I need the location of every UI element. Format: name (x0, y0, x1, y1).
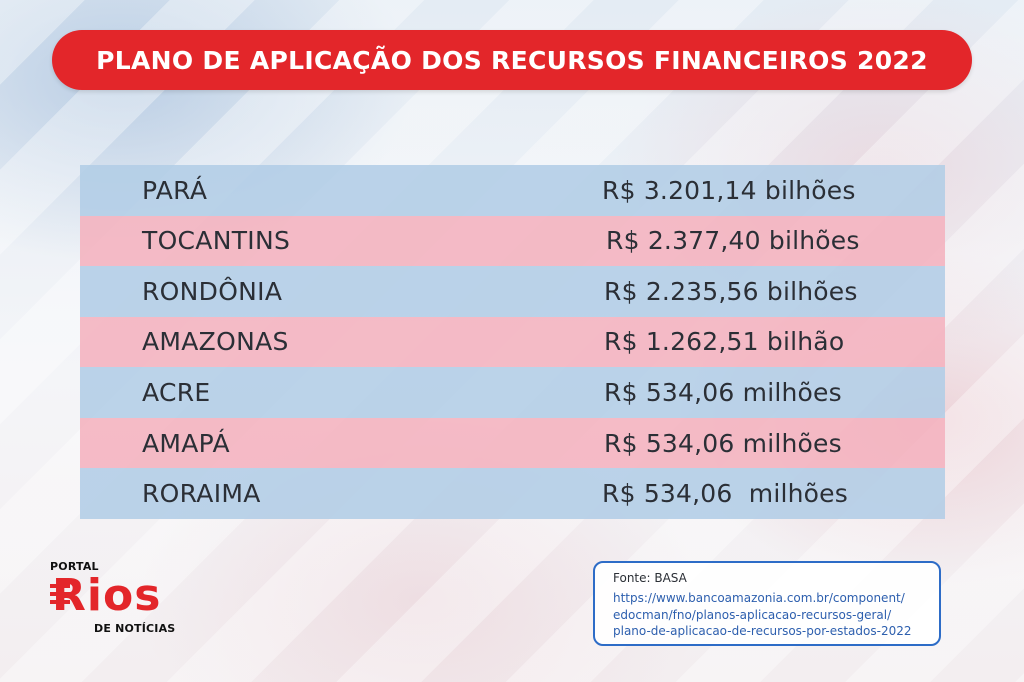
logo-portal-text: PORTAL (50, 560, 99, 573)
state-value: R$ 2.377,40 bilhões (606, 226, 860, 256)
portal-rios-logo: PORTAL Rios DE NOTÍCIAS (50, 560, 200, 655)
state-name: AMAZONAS (142, 327, 289, 357)
title-banner: PLANO DE APLICAÇÃO DOS RECURSOS FINANCEI… (52, 30, 972, 90)
table-row: RORAIMA R$ 534,06 milhões (80, 468, 945, 519)
state-value: R$ 534,06 milhões (602, 479, 848, 509)
states-table: PARÁ R$ 3.201,14 bilhões TOCANTINS R$ 2.… (80, 165, 945, 519)
state-name: TOCANTINS (142, 226, 291, 256)
state-value: R$ 3.201,14 bilhões (602, 175, 856, 205)
logo-noticias-text: DE NOTÍCIAS (94, 622, 176, 635)
state-name: PARÁ (142, 175, 208, 205)
state-name: RONDÔNIA (142, 276, 283, 306)
logo-rios-text: Rios (52, 570, 162, 621)
state-value: R$ 534,06 milhões (604, 378, 842, 408)
source-box: Fonte: BASA https://www.bancoamazonia.co… (593, 561, 941, 646)
state-name: ACRE (142, 378, 211, 408)
table-row: PARÁ R$ 3.201,14 bilhões (80, 165, 945, 216)
table-row: AMAZONAS R$ 1.262,51 bilhão (80, 316, 945, 368)
state-value: R$ 1.262,51 bilhão (604, 327, 845, 357)
table-row: AMAPÁ R$ 534,06 milhões (80, 417, 945, 469)
table-row: TOCANTINS R$ 2.377,40 bilhões (80, 215, 945, 267)
state-value: R$ 2.235,56 bilhões (604, 276, 858, 306)
source-url-line[interactable]: edocman/fno/planos-aplicacao-recursos-ge… (613, 607, 892, 622)
source-url-line[interactable]: https://www.bancoamazonia.com.br/compone… (613, 591, 905, 605)
source-label: Fonte: BASA (613, 571, 687, 585)
logo-stripes-icon (50, 584, 70, 604)
state-name: RORAIMA (142, 479, 261, 509)
source-url-line[interactable]: plano-de-aplicacao-de-recursos-por-estad… (613, 624, 912, 638)
state-name: AMAPÁ (142, 428, 230, 458)
table-row: RONDÔNIA R$ 2.235,56 bilhões (80, 266, 945, 317)
state-value: R$ 534,06 milhões (604, 428, 842, 458)
page-title: PLANO DE APLICAÇÃO DOS RECURSOS FINANCEI… (96, 45, 928, 75)
table-row: ACRE R$ 534,06 milhões (80, 367, 945, 418)
